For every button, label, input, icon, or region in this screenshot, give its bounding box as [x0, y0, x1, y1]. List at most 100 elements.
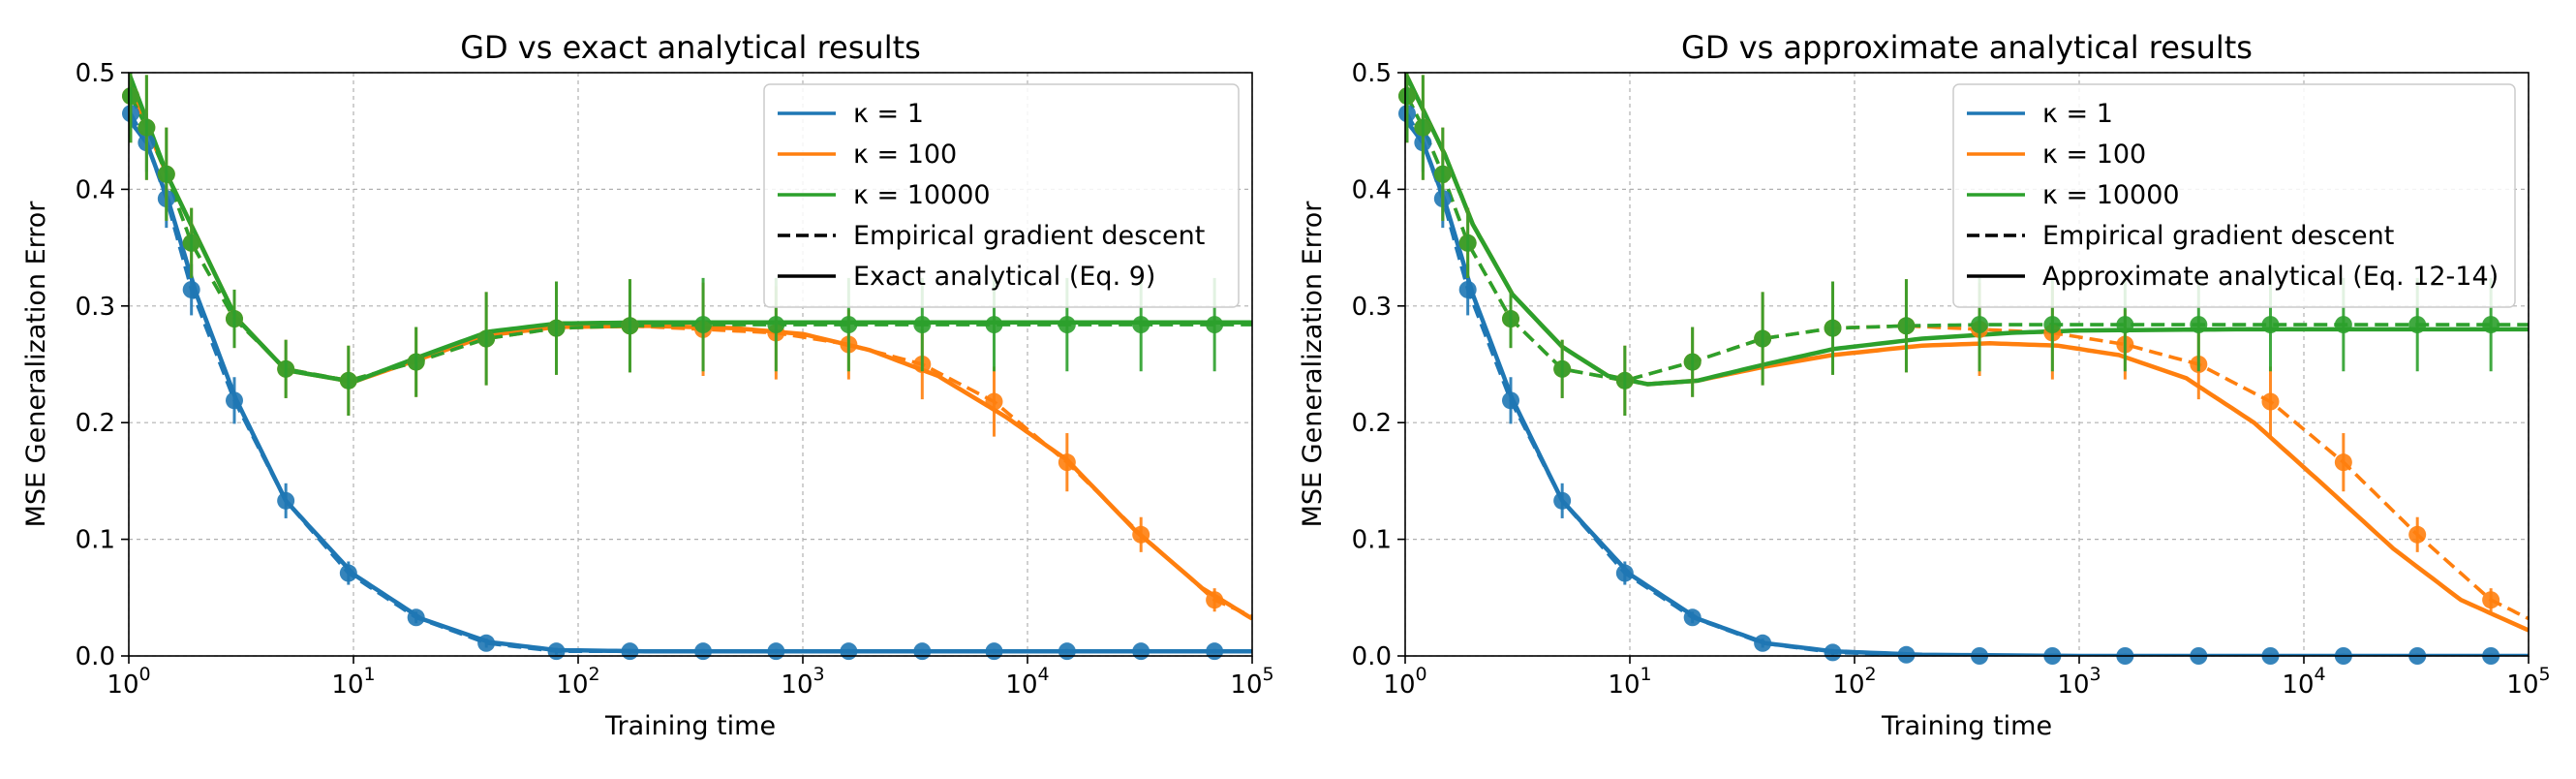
right-chart-frame — [1404, 72, 2530, 657]
left-k10000-data-point — [339, 371, 357, 390]
left-k1-data-point — [547, 642, 566, 661]
right-y-axis-label: MSE Generalization Error — [1298, 201, 1328, 528]
left-legend-label: κ = 100 — [853, 140, 957, 170]
left-k1-data-point — [767, 642, 785, 661]
right-k10000-data-point — [2482, 316, 2500, 334]
left-k1-data-point — [182, 280, 200, 298]
right-legend-box — [1952, 83, 2516, 308]
left-x-tick-label: 101 — [331, 664, 375, 700]
left-y-tick-label: 0.1 — [76, 526, 115, 555]
right-k10000-data-point — [2261, 316, 2280, 334]
left-k1-data-point — [913, 642, 932, 661]
left-k10000-data-point — [121, 87, 139, 106]
right-y-tick-label: 0.0 — [1352, 642, 1392, 671]
right-k1-data-point — [1683, 608, 1702, 627]
right-k10000-data-point — [1824, 319, 1842, 337]
left-legend-label: κ = 1 — [853, 99, 924, 129]
right-x-tick-label: 101 — [1608, 664, 1651, 700]
left-k100-data-point — [1206, 591, 1224, 609]
left-k10000-data-point — [182, 234, 200, 252]
left-k1-data-point — [1206, 642, 1224, 661]
right-k100-data-point — [2261, 392, 2280, 411]
left-legend-label: Empirical gradient descent — [853, 221, 1205, 251]
right-k10000-data-point — [1683, 353, 1702, 371]
right-k10000-data-point — [2190, 316, 2208, 334]
right-k10000-data-point — [2334, 316, 2352, 334]
right-k10000-data-point — [2116, 316, 2134, 334]
left-k10000-data-point — [477, 329, 496, 348]
right-k10000-data-point — [1501, 310, 1519, 328]
left-k1-empirical-line — [129, 112, 1252, 654]
left-k1-data-point — [621, 642, 639, 661]
right-k10000-data-point — [1897, 317, 1916, 335]
right-k10000-data-point — [2043, 316, 2062, 334]
left-k10000-data-point — [1206, 316, 1224, 334]
right-k10000-empirical-line — [1405, 95, 2529, 383]
left-x-axis-label: Training time — [604, 711, 776, 741]
left-k1-data-point — [985, 642, 1003, 661]
left-k10000-data-point — [1058, 316, 1076, 334]
right-k1-data-point — [1553, 491, 1572, 510]
left-k10000-empirical-line — [129, 95, 1252, 383]
right-k10000-data-point — [1458, 234, 1477, 252]
right-k100-data-point — [2334, 453, 2352, 472]
left-k100-data-point — [985, 392, 1003, 411]
right-legend-label: κ = 1 — [2042, 99, 2113, 129]
left-y-tick-label: 0.3 — [76, 293, 115, 322]
left-k10000-data-point — [985, 316, 1003, 334]
left-k1-data-point — [840, 642, 858, 661]
left-chart-title: GD vs exact analytical results — [460, 29, 921, 66]
right-legend-label: Approximate analytical (Eq. 12-14) — [2042, 262, 2499, 292]
right-k1-data-point — [1754, 634, 1772, 652]
right-y-tick-label: 0.3 — [1352, 293, 1392, 322]
left-k100-data-point — [1132, 525, 1150, 544]
left-k10000-data-point — [621, 317, 639, 335]
right-y-tick-label: 0.5 — [1352, 59, 1392, 88]
right-x-tick-label: 104 — [2282, 664, 2325, 700]
right-k10000-data-point — [2408, 316, 2427, 334]
right-x-tick-label: 102 — [1832, 664, 1876, 700]
right-legend-label: Empirical gradient descent — [2042, 221, 2394, 251]
right-k1-data-point — [1615, 564, 1634, 582]
left-k1-data-point — [407, 608, 425, 627]
left-y-tick-label: 0.2 — [76, 409, 115, 438]
right-k10000-data-point — [1971, 316, 1989, 334]
left-k10000-data-point — [407, 353, 425, 371]
left-k100-data-point — [1058, 453, 1076, 472]
right-legend-label: κ = 10000 — [2042, 180, 2180, 210]
left-legend: κ = 1 κ = 100 κ = 10000 Empirical gradient … — [763, 83, 1240, 308]
left-y-axis-label: MSE Generalization Error — [21, 201, 51, 528]
right-k10000-data-point — [1397, 87, 1416, 106]
left-x-tick-label: 105 — [1230, 664, 1273, 700]
left-k10000-data-point — [913, 316, 932, 334]
left-k10000-data-point — [547, 319, 566, 337]
right-y-tick-label: 0.2 — [1352, 409, 1392, 438]
right-k1-data-point — [1458, 280, 1477, 298]
left-x-tick-label: 100 — [107, 664, 150, 700]
left-k10000-data-point — [277, 359, 295, 378]
right-legend-label: κ = 100 — [2042, 140, 2146, 170]
left-y-tick-label: 0.4 — [76, 175, 115, 204]
left-y-tick-label: 0.0 — [76, 642, 115, 671]
right-k1-empirical-line — [1405, 112, 2529, 656]
left-k10000-data-point — [225, 310, 243, 328]
left-legend-label: κ = 10000 — [853, 180, 991, 210]
left-x-tick-label: 102 — [556, 664, 599, 700]
left-k10000-data-point — [157, 165, 175, 183]
left-k10000-data-point — [1132, 316, 1150, 334]
left-x-tick-label: 103 — [781, 664, 824, 700]
left-k10000-data-point — [767, 316, 785, 334]
left-k1-data-point — [694, 642, 713, 661]
left-chart-frame — [128, 72, 1253, 657]
left-k1-data-point — [1132, 642, 1150, 661]
left-chart-panel: 100 101 102 103 104 105 0.0 0.1 0.2 0.3 0.4 0.5 GD … — [21, 29, 1274, 741]
right-legend: κ = 1 κ = 100 κ = 10000 Empirical gradient … — [1952, 83, 2516, 308]
left-y-tick-label: 0.5 — [76, 59, 115, 88]
left-legend-label: Exact analytical (Eq. 9) — [853, 262, 1155, 292]
left-legend-box — [763, 83, 1240, 308]
right-k1-data-point — [1501, 391, 1519, 410]
right-k100-data-point — [2408, 525, 2427, 544]
right-k1-data-point — [1824, 643, 1842, 662]
left-k1-data-point — [477, 634, 496, 652]
